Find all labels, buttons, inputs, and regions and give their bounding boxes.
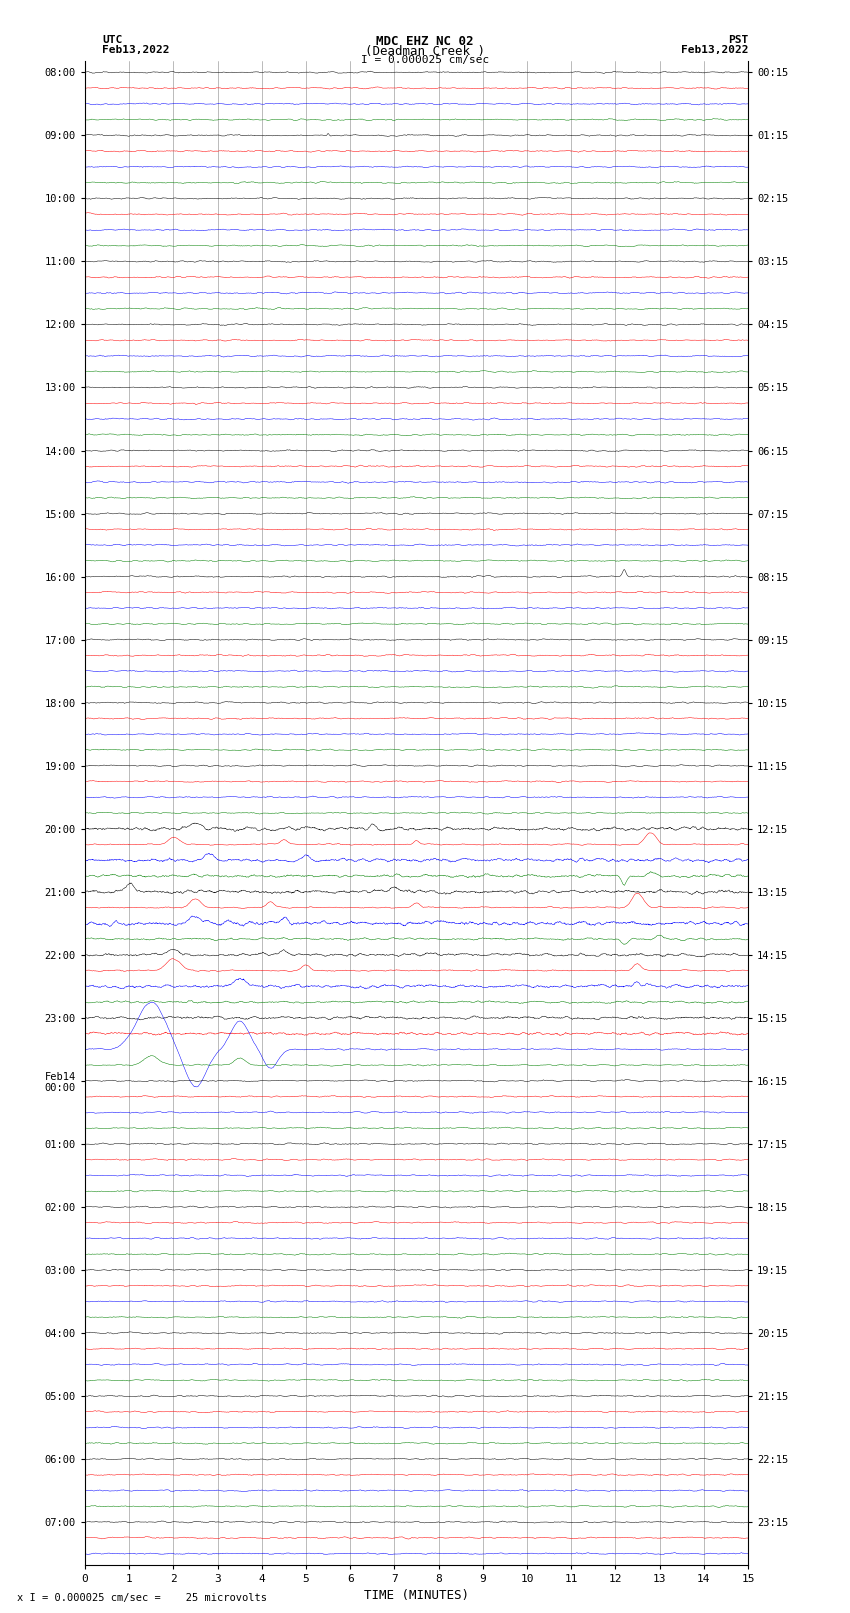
Text: MDC EHZ NC 02: MDC EHZ NC 02 xyxy=(377,35,473,48)
X-axis label: TIME (MINUTES): TIME (MINUTES) xyxy=(364,1589,469,1602)
Text: (Deadman Creek ): (Deadman Creek ) xyxy=(365,45,485,58)
Text: Feb13,2022: Feb13,2022 xyxy=(102,45,169,55)
Text: PST: PST xyxy=(728,35,748,45)
Text: Feb13,2022: Feb13,2022 xyxy=(681,45,748,55)
Text: I = 0.000025 cm/sec: I = 0.000025 cm/sec xyxy=(361,55,489,65)
Text: UTC: UTC xyxy=(102,35,122,45)
Text: x I = 0.000025 cm/sec =    25 microvolts: x I = 0.000025 cm/sec = 25 microvolts xyxy=(17,1594,267,1603)
